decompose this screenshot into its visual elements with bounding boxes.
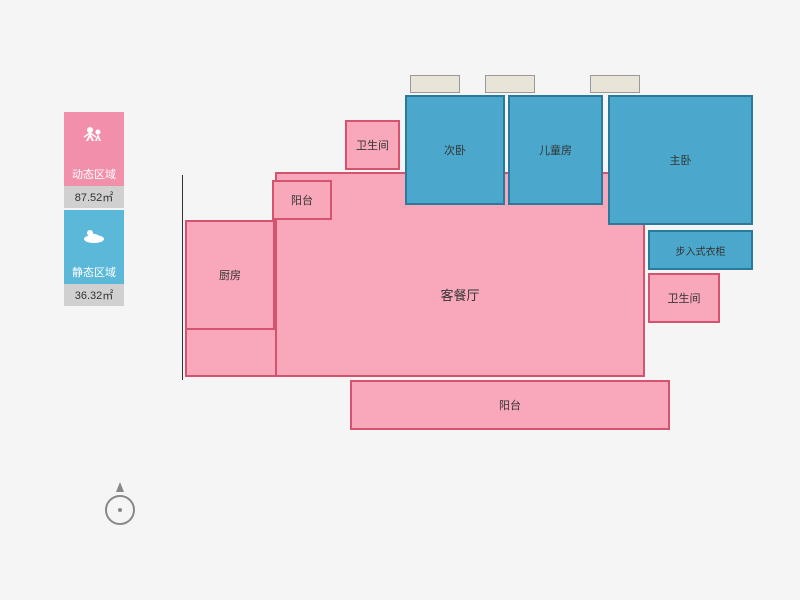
room-label: 卫生间	[356, 137, 389, 153]
room-bathroom-1: 卫生间	[345, 120, 400, 170]
room-label: 阳台	[499, 397, 521, 413]
room-label: 儿童房	[539, 142, 572, 158]
room-label: 厨房	[219, 267, 241, 283]
room-bathroom-2: 卫生间	[648, 273, 720, 323]
room-balcony-2: 阳台	[350, 380, 670, 430]
compass-icon	[100, 490, 140, 530]
room-label: 卫生间	[668, 290, 701, 306]
room-master-bedroom: 主卧	[608, 95, 753, 225]
outer-wall	[182, 175, 183, 380]
room-walkin-closet: 步入式衣柜	[648, 230, 753, 270]
legend-dynamic-value: 87.52㎡	[64, 186, 124, 208]
window	[590, 75, 640, 93]
static-zone-icon	[64, 210, 124, 260]
legend-dynamic: 动态区域 87.52㎡	[64, 112, 124, 208]
room-label: 次卧	[444, 142, 466, 158]
room-kitchen: 厨房	[185, 220, 275, 330]
room-label: 步入式衣柜	[676, 243, 726, 258]
legend-static-label: 静态区域	[64, 260, 124, 284]
room-balcony-1: 阳台	[272, 180, 332, 220]
window	[410, 75, 460, 93]
dynamic-zone-icon	[64, 112, 124, 162]
floorplan-container: 客餐厅 卫生间 次卧 儿童房 主卧 阳台 厨房 步入式衣柜 卫生间 阳台	[180, 90, 760, 470]
legend-static: 静态区域 36.32㎡	[64, 210, 124, 306]
room-living-ext	[185, 330, 277, 377]
room-kids-room: 儿童房	[508, 95, 603, 205]
room-label: 主卧	[670, 152, 692, 168]
legend-dynamic-label: 动态区域	[64, 162, 124, 186]
room-label: 阳台	[291, 192, 313, 208]
room-secondary-bedroom: 次卧	[405, 95, 505, 205]
window	[485, 75, 535, 93]
room-label: 客餐厅	[440, 285, 479, 304]
legend-static-value: 36.32㎡	[64, 284, 124, 306]
